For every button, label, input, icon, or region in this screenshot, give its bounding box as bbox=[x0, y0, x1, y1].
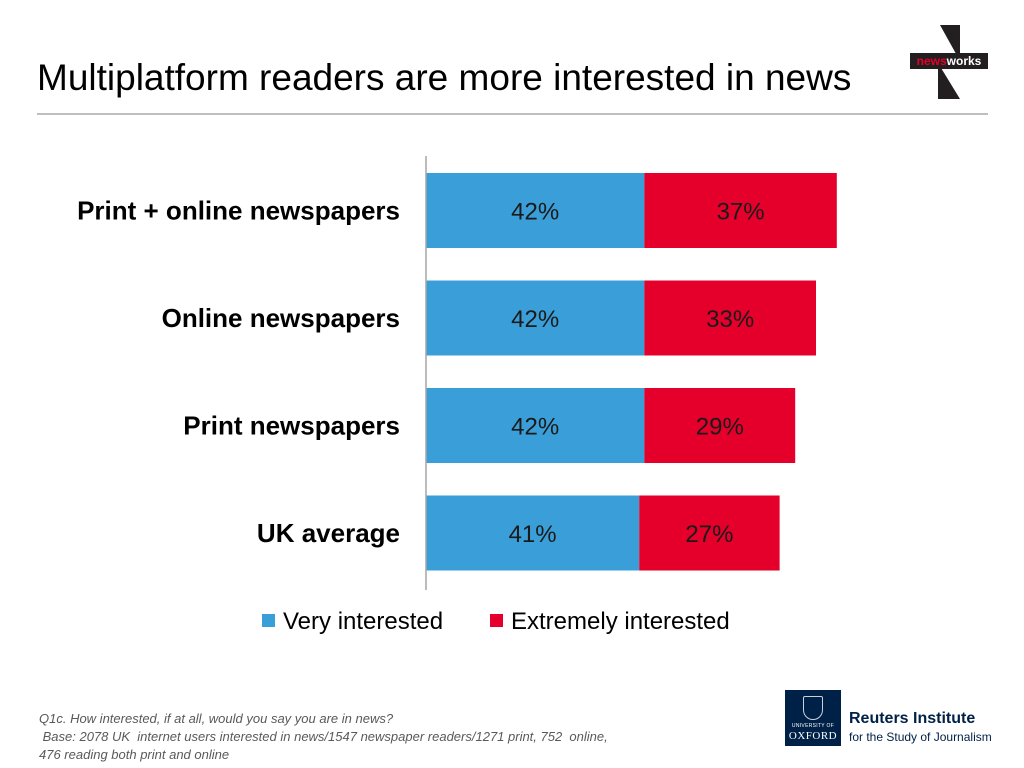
oxford-logo-line1: UNIVERSITY OF bbox=[791, 723, 835, 729]
legend: Very interested Extremely interested bbox=[262, 608, 730, 635]
bar-very-interested-uk-average bbox=[426, 495, 640, 571]
category-label-print-newspapers: Print newspapers bbox=[183, 411, 400, 441]
bar-extremely-interested-online-newspapers bbox=[644, 280, 816, 356]
data-label-extremely-interested-print-online-newspapers: 37% bbox=[717, 199, 765, 226]
footnote: Q1c. How interested, if at all, would yo… bbox=[39, 710, 679, 764]
footnote-question: Q1c. How interested, if at all, would yo… bbox=[39, 711, 394, 726]
legend-swatch-extremely-interested bbox=[490, 614, 503, 627]
reuters-logo-line2: for the Study of Journalism bbox=[849, 730, 992, 744]
bar-extremely-interested-print-newspapers bbox=[644, 388, 796, 463]
page-title: Multiplatform readers are more intereste… bbox=[37, 57, 852, 98]
title-divider bbox=[37, 113, 988, 115]
data-label-extremely-interested-print-newspapers: 29% bbox=[696, 414, 744, 441]
category-label-online-newspapers: Online newspapers bbox=[162, 303, 400, 333]
category-label-uk-average: UK average bbox=[257, 518, 400, 548]
bar-very-interested-print-newspapers bbox=[426, 388, 645, 463]
reuters-institute-logo: Reuters Institute for the Study of Journ… bbox=[849, 709, 992, 745]
oxford-logo: UNIVERSITY OF OXFORD bbox=[785, 690, 841, 746]
oxford-logo-line2: OXFORD bbox=[788, 730, 838, 742]
data-label-extremely-interested-online-newspapers: 33% bbox=[706, 306, 754, 333]
bar-extremely-interested-uk-average bbox=[639, 495, 780, 571]
newsworks-wordmark: newsworks bbox=[910, 53, 988, 69]
data-label-extremely-interested-uk-average: 27% bbox=[685, 521, 733, 548]
bars-layer: 42% 37% 42% 33% 42% 29% 41% 27% bbox=[426, 173, 837, 571]
bar-very-interested-print-online-newspapers bbox=[426, 173, 645, 248]
newsworks-logo: newsworks bbox=[910, 25, 988, 99]
oxford-crest-icon bbox=[803, 696, 823, 720]
bar-extremely-interested-print-online-newspapers bbox=[644, 173, 837, 248]
legend-label-very-interested: Very interested bbox=[283, 608, 443, 635]
data-label-very-interested-print-newspapers: 42% bbox=[511, 414, 559, 441]
category-label-print-online-newspapers: Print + online newspapers bbox=[77, 196, 400, 226]
legend-swatch-very-interested bbox=[262, 614, 275, 627]
footnote-base-cont: 476 reading both print and online bbox=[39, 747, 230, 762]
legend-label-extremely-interested: Extremely interested bbox=[511, 608, 730, 635]
stacked-bar-chart: 42% 37% 42% 33% 42% 29% 41% 27% Print + online … bbox=[77, 156, 837, 635]
data-label-very-interested-uk-average: 41% bbox=[509, 521, 557, 548]
newsworks-wordmark-part1: news bbox=[916, 54, 947, 68]
data-label-very-interested-online-newspapers: 42% bbox=[511, 306, 559, 333]
axis-layer: Print + online newspapers Online newspape… bbox=[77, 156, 427, 590]
bar-very-interested-online-newspapers bbox=[426, 280, 645, 356]
data-label-very-interested-print-online-newspapers: 42% bbox=[511, 199, 559, 226]
reuters-logo-line1: Reuters Institute bbox=[849, 710, 976, 727]
footnote-base: Base: 2078 UK internet users interested … bbox=[39, 729, 608, 744]
newsworks-wordmark-part2: works bbox=[946, 54, 982, 68]
